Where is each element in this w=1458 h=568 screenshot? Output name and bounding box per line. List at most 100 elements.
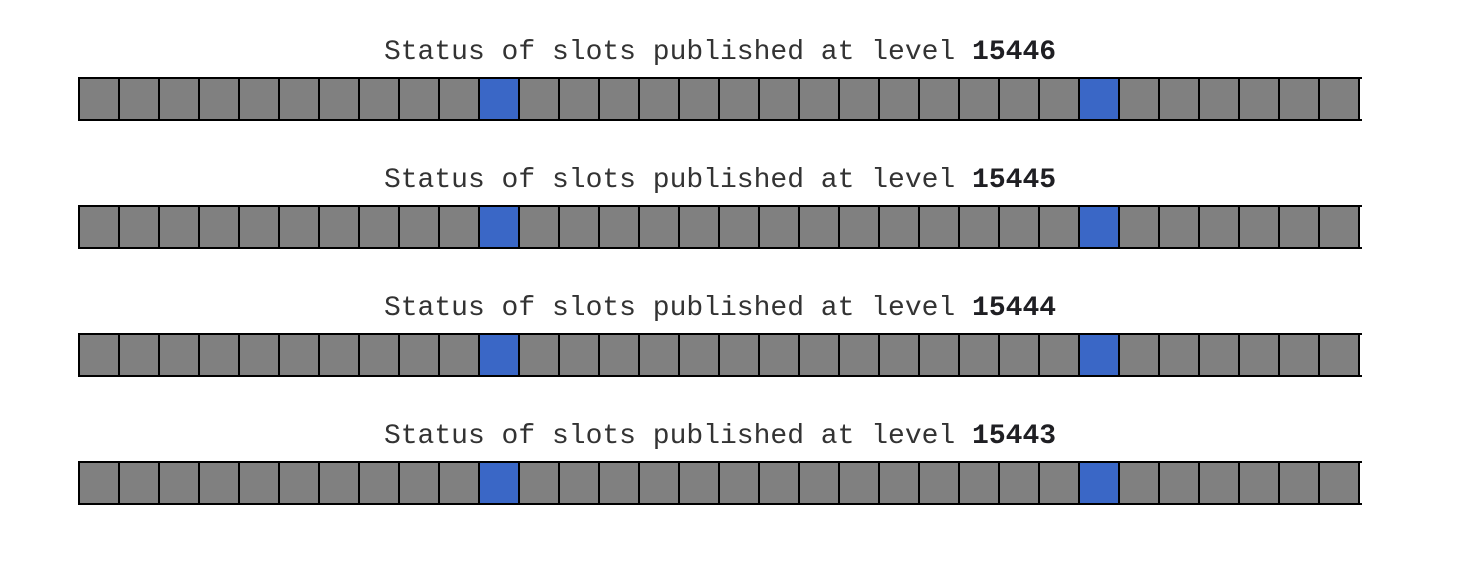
slot-published <box>1080 79 1120 119</box>
slot-unpublished <box>400 207 440 247</box>
slot-unpublished <box>280 79 320 119</box>
slot-unpublished <box>320 335 360 375</box>
slot-unpublished <box>360 207 400 247</box>
level-title: Status of slots published at level 15443 <box>78 420 1362 454</box>
slot-unpublished <box>120 79 160 119</box>
slot-unpublished <box>160 207 200 247</box>
level-title: Status of slots published at level 15446 <box>78 36 1362 70</box>
slot-unpublished <box>240 335 280 375</box>
slot-unpublished <box>200 463 240 503</box>
slot-unpublished <box>200 335 240 375</box>
slot-unpublished <box>560 335 600 375</box>
slot-unpublished <box>800 335 840 375</box>
slot-unpublished <box>920 79 960 119</box>
slot-unpublished <box>800 463 840 503</box>
slot-unpublished <box>80 79 120 119</box>
slot-unpublished <box>1200 463 1240 503</box>
slot-unpublished <box>760 463 800 503</box>
slot-unpublished <box>1320 79 1360 119</box>
slot-unpublished <box>440 335 480 375</box>
slot-unpublished <box>680 79 720 119</box>
slot-unpublished <box>600 463 640 503</box>
slot-unpublished <box>440 207 480 247</box>
slot-bar <box>78 77 1362 121</box>
level-number: 15446 <box>972 37 1057 68</box>
slot-unpublished <box>360 463 400 503</box>
slot-unpublished <box>720 335 760 375</box>
slot-unpublished <box>800 207 840 247</box>
slot-unpublished <box>960 463 1000 503</box>
slot-unpublished <box>120 463 160 503</box>
slot-unpublished <box>1160 79 1200 119</box>
level-number: 15445 <box>972 165 1057 196</box>
slot-unpublished <box>880 463 920 503</box>
slot-unpublished <box>1240 207 1280 247</box>
level-title-prefix: Status of slots published at level <box>383 293 973 324</box>
slot-bar <box>78 461 1362 505</box>
slot-unpublished <box>1200 207 1240 247</box>
slot-unpublished <box>240 463 280 503</box>
slot-unpublished <box>1040 207 1080 247</box>
slot-unpublished <box>880 79 920 119</box>
slot-unpublished <box>560 207 600 247</box>
slot-unpublished <box>640 335 680 375</box>
slot-unpublished <box>1200 335 1240 375</box>
slot-unpublished <box>520 463 560 503</box>
slot-unpublished <box>680 335 720 375</box>
slot-unpublished <box>280 335 320 375</box>
slot-unpublished <box>1000 335 1040 375</box>
slot-unpublished <box>200 79 240 119</box>
slot-unpublished <box>200 207 240 247</box>
slot-unpublished <box>760 335 800 375</box>
slot-unpublished <box>280 463 320 503</box>
slot-unpublished <box>360 335 400 375</box>
level-number: 15443 <box>972 421 1057 452</box>
slot-unpublished <box>320 463 360 503</box>
slot-unpublished <box>680 207 720 247</box>
slot-unpublished <box>80 207 120 247</box>
slot-unpublished <box>840 79 880 119</box>
slot-unpublished <box>960 335 1000 375</box>
slot-unpublished <box>880 207 920 247</box>
slot-unpublished <box>560 463 600 503</box>
slot-unpublished <box>520 79 560 119</box>
level-title: Status of slots published at level 15444 <box>78 292 1362 326</box>
slot-unpublished <box>240 207 280 247</box>
slot-unpublished <box>920 335 960 375</box>
slot-unpublished <box>720 79 760 119</box>
slot-unpublished <box>80 335 120 375</box>
slot-unpublished <box>960 207 1000 247</box>
slot-unpublished <box>160 463 200 503</box>
slot-unpublished <box>400 463 440 503</box>
slot-unpublished <box>800 79 840 119</box>
slot-unpublished <box>80 463 120 503</box>
slot-unpublished <box>440 463 480 503</box>
slot-unpublished <box>720 463 760 503</box>
slot-unpublished <box>1000 463 1040 503</box>
slot-unpublished <box>1280 463 1320 503</box>
slot-unpublished <box>1320 335 1360 375</box>
slot-unpublished <box>720 207 760 247</box>
slot-unpublished <box>160 335 200 375</box>
slot-unpublished <box>1240 335 1280 375</box>
slot-unpublished <box>1160 207 1200 247</box>
slot-unpublished <box>120 207 160 247</box>
slot-unpublished <box>920 207 960 247</box>
slot-unpublished <box>280 207 320 247</box>
slot-bar <box>78 205 1362 249</box>
level-title-prefix: Status of slots published at level <box>383 421 973 452</box>
slot-unpublished <box>760 79 800 119</box>
slot-published <box>1080 207 1120 247</box>
slot-unpublished <box>640 463 680 503</box>
slot-unpublished <box>920 463 960 503</box>
slot-unpublished <box>1240 463 1280 503</box>
slot-unpublished <box>520 335 560 375</box>
slot-unpublished <box>640 207 680 247</box>
slot-unpublished <box>1120 79 1160 119</box>
slot-unpublished <box>560 79 600 119</box>
slot-unpublished <box>1240 79 1280 119</box>
level-title-prefix: Status of slots published at level <box>383 165 973 196</box>
slot-unpublished <box>1040 463 1080 503</box>
slot-unpublished <box>320 79 360 119</box>
slot-unpublished <box>600 207 640 247</box>
